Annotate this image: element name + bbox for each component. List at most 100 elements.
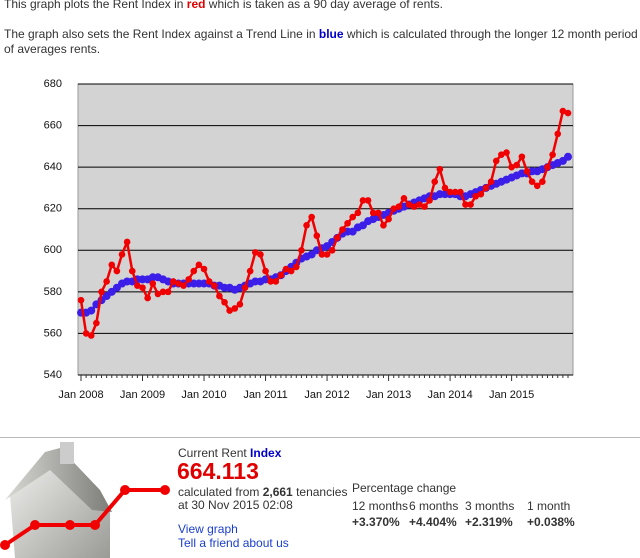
marker: [421, 203, 428, 210]
marker: [175, 280, 182, 287]
marker: [364, 197, 372, 204]
marker: [77, 296, 85, 304]
text: 6 months: [409, 499, 459, 513]
marker: [467, 201, 474, 208]
marker: [436, 165, 444, 173]
marker: [375, 209, 382, 217]
link[interactable]: Tell a friend about us: [178, 536, 289, 550]
marker: [354, 209, 362, 217]
text: Current Rent: [178, 446, 251, 460]
y-tick-label: 560: [44, 327, 62, 339]
marker: [98, 288, 105, 296]
marker: [400, 195, 408, 202]
marker: [533, 182, 541, 190]
marker: [528, 178, 536, 185]
text: 1 month: [527, 499, 571, 513]
marker: [369, 209, 377, 217]
text: The graph also sets the Rent Index again…: [4, 27, 319, 41]
marker: [513, 161, 521, 169]
marker: [395, 203, 403, 210]
x-tick-label: Jan 2013: [366, 389, 411, 401]
marker: [313, 232, 321, 240]
house-illustration: [0, 442, 170, 558]
x-tick-label: Jan 2015: [489, 389, 534, 401]
marker: [508, 163, 515, 171]
marker: [123, 238, 131, 246]
house-chimney: [60, 442, 74, 464]
marker: [523, 168, 531, 175]
marker: [451, 188, 459, 196]
marker: [492, 157, 500, 165]
marker: [257, 251, 264, 258]
marker: [82, 330, 90, 337]
marker: [210, 282, 218, 289]
y-tick-label: 580: [44, 286, 62, 298]
marker: [216, 292, 223, 300]
marker: [118, 251, 126, 258]
text: 12 months: [352, 499, 409, 513]
marker: [518, 153, 526, 161]
index-calc: calculated from 2,661 tenancies: [178, 485, 347, 499]
link[interactable]: View graph: [178, 522, 238, 536]
marker: [431, 178, 439, 185]
text: +3.370%: [352, 515, 400, 529]
text: 3 months: [465, 499, 515, 513]
marker: [277, 271, 285, 279]
marker: [503, 149, 510, 156]
marker: [272, 278, 280, 285]
marker: [457, 188, 464, 196]
marker: [139, 284, 146, 291]
marker: [200, 265, 208, 273]
marker: [462, 201, 469, 208]
y-tick-label: 600: [44, 244, 62, 256]
marker: [159, 288, 167, 296]
marker: [231, 305, 239, 312]
marker: [221, 298, 228, 306]
marker: [549, 151, 556, 158]
text: tenancies: [292, 485, 348, 499]
marker: [405, 201, 413, 208]
marker: [426, 197, 433, 204]
y-tick-label: 640: [44, 161, 62, 173]
percentage-values: +3.370% +4.404% +2.319% +0.038%: [352, 515, 577, 529]
percentage-title: Percentage change: [352, 481, 457, 495]
intro-line: This graph plots the Rent Index in red w…: [4, 0, 443, 11]
text: 2,661: [262, 485, 293, 499]
marker: [154, 290, 162, 298]
marker: [441, 184, 449, 192]
marker: [180, 282, 187, 289]
marker: [108, 261, 116, 269]
text: which is calculated through the longer 1…: [4, 27, 638, 56]
marker: [298, 246, 305, 254]
x-tick-label: Jan 2010: [181, 389, 226, 401]
marker: [498, 151, 505, 158]
text: +2.319%: [465, 515, 513, 529]
percentage-periods: 12 months6 months 3 months 1 month: [352, 499, 577, 513]
text: Index: [250, 446, 282, 460]
marker: [334, 234, 341, 242]
y-tick-label: 620: [44, 203, 62, 215]
marker: [416, 201, 423, 208]
marker: [103, 278, 110, 285]
marker: [128, 267, 136, 275]
divider: [0, 437, 640, 438]
text: red: [186, 0, 206, 11]
marker: [87, 332, 95, 339]
marker: [349, 213, 356, 221]
marker: [241, 284, 249, 291]
text: This graph plots the Rent Index in: [4, 0, 187, 11]
text: +4.404%: [409, 515, 457, 529]
marker: [410, 203, 418, 210]
marker: [390, 205, 398, 213]
x-tick-label: Jan 2012: [304, 389, 349, 401]
marker: [149, 280, 157, 287]
index-label: Current Rent Index: [178, 446, 281, 460]
marker: [287, 267, 295, 275]
marker: [487, 178, 495, 185]
marker: [539, 178, 546, 185]
marker: [205, 278, 213, 285]
marker: [446, 188, 454, 196]
marker: [190, 267, 198, 275]
marker: [472, 192, 480, 200]
